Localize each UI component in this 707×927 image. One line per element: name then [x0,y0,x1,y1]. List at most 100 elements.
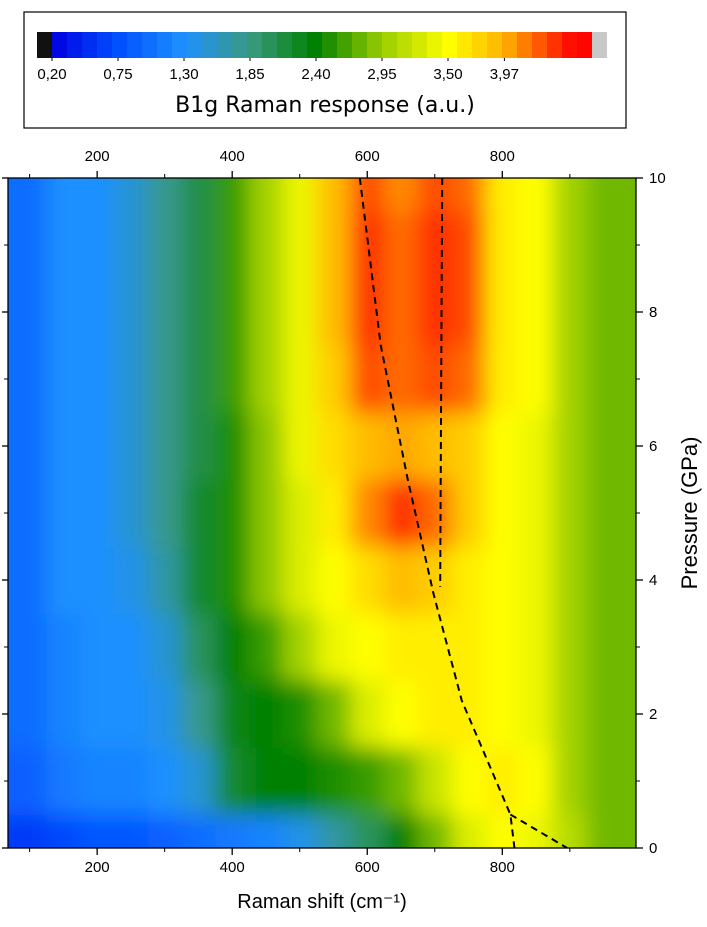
y-tick-label: 6 [649,438,657,455]
y-tick-label: 10 [649,170,666,187]
heatmap-cell [46,345,81,413]
heatmap-cell [552,613,588,681]
colorbar-segment [232,32,248,58]
heatmap-cell [249,613,284,681]
heatmap-cell [215,178,250,212]
heatmap-cell [114,278,149,346]
heatmap-cell [417,178,453,212]
heatmap-clip [8,178,636,848]
heatmap-cell [586,613,636,681]
colorbar-segment [97,32,113,58]
colorbar-tick-label: 1,85 [235,66,264,83]
heatmap-cell [586,345,636,413]
colorbar-segment [487,32,503,58]
heatmap-cell [384,479,419,547]
heatmap-cell [316,546,351,614]
colorbar-segment [82,32,98,58]
heatmap-cell [485,680,520,748]
heatmap-cell [80,412,115,480]
heatmap-cell [316,814,351,848]
x-tick-label: 400 [220,859,245,876]
heatmap-cell [519,345,554,413]
heatmap-cell [451,479,486,547]
heatmap-cell [249,680,284,748]
heatmap-cell [384,613,419,681]
heatmap-cell [181,479,216,547]
heatmap-cell [215,278,250,346]
heatmap-cell [586,479,636,547]
heatmap-cell [8,479,47,547]
heatmap-cell [485,613,520,681]
heatmap-cell [316,680,351,748]
heatmap-cell [552,747,588,815]
heatmap-cell [384,211,419,279]
y-axis-label: Pressure (GPa) [677,437,702,590]
heatmap-cell [282,680,318,748]
colorbar-segment [127,32,143,58]
heatmap-cell [586,412,636,480]
heatmap-cell [249,345,284,413]
heatmap-cell [215,546,250,614]
heatmap-cell [181,814,216,848]
heatmap-cell [552,680,588,748]
heatmap-cell [350,211,385,279]
heatmap-cell [215,211,250,279]
heatmap-cell [586,211,636,279]
heatmap-cell [485,747,520,815]
colorbar-segment [67,32,83,58]
heatmap-cell [451,747,486,815]
heatmap-cell [181,211,216,279]
heatmap-cell [552,178,588,212]
heatmap-cell [80,345,115,413]
heatmap-cell [46,613,81,681]
heatmap-cell [451,814,486,848]
heatmap-cell [586,278,636,346]
heatmap-cell [519,278,554,346]
heatmap-cell [80,278,115,346]
heatmap-cell [8,613,47,681]
colorbar-segment [502,32,518,58]
heatmap-cell [46,211,81,279]
heatmap-cell [46,278,81,346]
heatmap-cell [147,546,183,614]
heatmap-cell [485,546,520,614]
colorbar-tick-label: 3,50 [433,66,462,83]
x-tick-label: 800 [490,859,515,876]
heatmap-cell [181,278,216,346]
heatmap-cell [451,178,486,212]
heatmap-cell [215,613,250,681]
heatmap-cell [147,680,183,748]
heatmap-cell [215,680,250,748]
heatmap-cell [519,747,554,815]
x-top-tick-label: 200 [85,148,110,165]
colorbar-segment [547,32,563,58]
colorbar-frame [23,11,627,129]
heatmap-cell [114,412,149,480]
heatmap-cell [46,680,81,748]
heatmap-cell [249,814,284,848]
colorbar-segment [52,32,68,58]
y-tick-label: 2 [649,706,657,723]
colorbar-under [37,32,53,58]
colorbar-tick-label: 3,97 [490,66,519,83]
heatmap-cell [451,278,486,346]
heatmap-cell [80,613,115,681]
heatmap-cell [114,546,149,614]
heatmap-cell [114,345,149,413]
heatmap-cell [46,479,81,547]
heatmap-cell [80,479,115,547]
heatmap-cell [8,278,47,346]
heatmap-cell [147,211,183,279]
heatmap-cell [8,747,47,815]
heatmap-cell [417,546,453,614]
heatmap-cell [451,345,486,413]
heatmap-cell [485,345,520,413]
y-tick-label: 8 [649,304,657,321]
heatmap-cell [519,479,554,547]
heatmap-cell [417,479,453,547]
heatmap-cell [350,546,385,614]
colorbar-segment [262,32,278,58]
dashed-line [358,178,516,848]
colorbar-segment [157,32,173,58]
colorbar-segment [442,32,458,58]
